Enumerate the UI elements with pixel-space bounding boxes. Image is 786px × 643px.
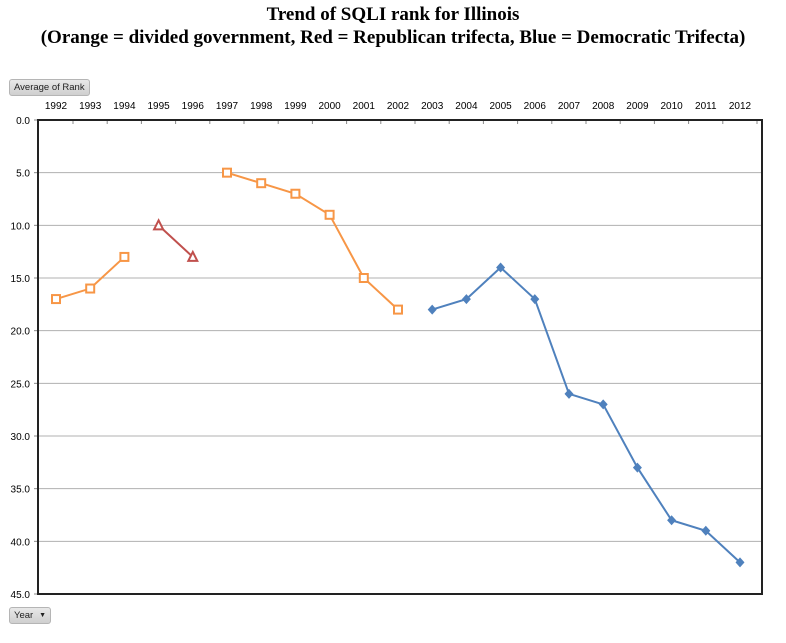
x-tick-label: 2011 xyxy=(695,101,717,112)
data-point-square xyxy=(85,283,96,294)
chevron-down-icon: ▼ xyxy=(39,612,46,619)
data-point-diamond xyxy=(667,515,677,526)
x-tick-label: 2009 xyxy=(626,101,649,112)
x-tick-label: 1999 xyxy=(284,101,307,112)
year-field-button[interactable]: Year ▼ xyxy=(9,607,51,624)
y-tick-label: 0.0 xyxy=(16,116,30,127)
x-tick-label: 2003 xyxy=(421,101,444,112)
x-tick-label: 2008 xyxy=(592,101,615,112)
data-point-diamond xyxy=(427,304,437,315)
data-point-square xyxy=(222,167,232,178)
data-point-square xyxy=(358,273,369,283)
y-tick-label: 30.0 xyxy=(11,432,31,443)
x-tick-label: 1997 xyxy=(216,101,239,112)
data-point-diamond xyxy=(701,525,711,536)
data-point-diamond xyxy=(564,388,574,399)
y-tick-label: 5.0 xyxy=(16,169,30,180)
x-tick-label: 1996 xyxy=(182,101,205,112)
chart-title: Trend of SQLI rank for Illinois xyxy=(266,4,520,25)
y-tick-label: 35.0 xyxy=(11,485,31,496)
y-tick-label: 40.0 xyxy=(11,537,31,548)
x-tick-label: 2006 xyxy=(524,101,547,112)
x-tick-label: 1998 xyxy=(250,101,273,112)
data-point-square xyxy=(119,251,130,262)
data-point-square xyxy=(324,209,335,220)
x-tick-label: 2001 xyxy=(353,101,376,112)
data-point-triangle xyxy=(152,218,165,231)
data-point-diamond xyxy=(530,294,540,305)
plot-border xyxy=(37,119,763,595)
data-point-diamond xyxy=(735,557,745,568)
y-tick-label: 45.0 xyxy=(11,590,31,601)
data-point-square xyxy=(290,188,301,199)
x-tick-label: 2004 xyxy=(455,101,478,112)
x-tick-label: 2012 xyxy=(729,101,752,112)
x-tick-label: 2000 xyxy=(318,101,341,112)
series-line xyxy=(157,224,194,258)
x-tick-label: 2010 xyxy=(660,101,683,112)
x-tick-label: 1993 xyxy=(79,101,102,112)
chart-subtitle: (Orange = divided government, Red = Repu… xyxy=(40,27,746,48)
x-tick-label: 2007 xyxy=(558,101,581,112)
x-tick-label: 1992 xyxy=(45,101,68,112)
data-point-diamond xyxy=(496,262,506,273)
data-point-square xyxy=(393,304,403,315)
y-tick-label: 25.0 xyxy=(11,379,31,390)
x-tick-label: 1995 xyxy=(147,101,170,112)
data-point-diamond xyxy=(598,399,608,410)
data-point-triangle xyxy=(186,249,199,262)
data-point-diamond xyxy=(632,462,642,473)
data-point-square xyxy=(256,178,267,189)
y-tick-label: 15.0 xyxy=(11,274,31,285)
series-line xyxy=(226,171,399,311)
x-tick-label: 2005 xyxy=(489,101,512,112)
x-tick-label: 1994 xyxy=(113,101,136,112)
y-tick-label: 20.0 xyxy=(11,327,31,338)
value-field-button[interactable]: Average of Rank xyxy=(9,79,90,96)
data-point-square xyxy=(51,294,61,305)
data-point-diamond xyxy=(461,294,471,305)
x-tick-label: 2002 xyxy=(387,101,410,112)
year-field-label: Year xyxy=(14,610,34,621)
y-tick-label: 10.0 xyxy=(11,221,31,232)
series-line xyxy=(431,266,741,564)
